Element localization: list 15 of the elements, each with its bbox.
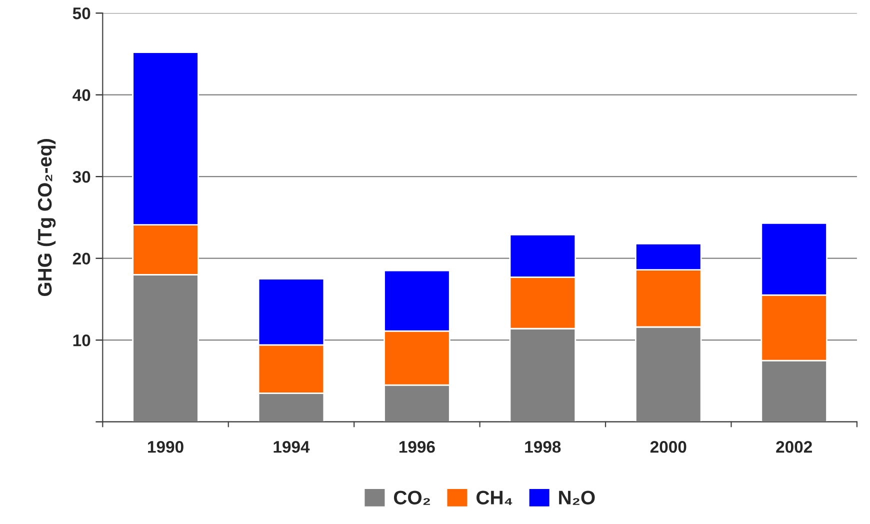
legend-label: N₂O — [559, 490, 595, 505]
x-tick-label: 1990 — [148, 441, 184, 453]
y-tick-label: 50 — [72, 8, 90, 20]
x-tick-label: 1994 — [274, 441, 310, 453]
y-tick-label: 30 — [72, 170, 90, 183]
x-tick-label: 2000 — [650, 441, 686, 453]
y-tick-label: 20 — [72, 252, 90, 265]
x-tick-label: 1998 — [525, 441, 561, 453]
y-tick-label: 40 — [72, 89, 90, 102]
x-tick-label: 1996 — [399, 441, 435, 453]
legend-label: CO₂ — [394, 490, 430, 505]
legend-label: CH₄ — [476, 490, 512, 505]
y-tick-label: 10 — [73, 334, 90, 346]
y-axis-title: GHG (Tg CO₂-eq) — [37, 139, 56, 296]
x-tick-label: 2002 — [776, 441, 812, 453]
